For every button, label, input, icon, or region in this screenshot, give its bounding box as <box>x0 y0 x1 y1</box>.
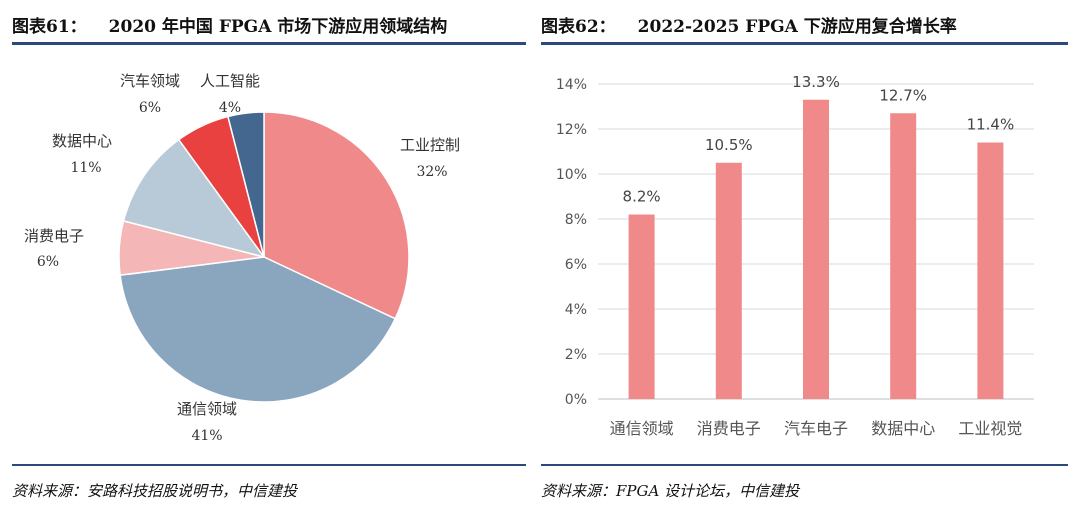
pie-label-slice-1: 通信领域 <box>177 400 237 418</box>
x-category-label: 通信领域 <box>610 419 674 438</box>
pie-value-slice-3: 11% <box>70 160 101 176</box>
pie-panel: 图表61： 2020 年中国 FPGA 市场下游应用领域结构 工业控制 32% 通信领… <box>12 0 526 510</box>
pie-title: 图表61： 2020 年中国 FPGA 市场下游应用领域结构 <box>12 12 526 37</box>
bar-data-label: 8.2% <box>623 188 661 206</box>
bar-panel: 图表62： 2022-2025 FPGA 下游应用复合增长率 0% 2% 4% 6% 8%… <box>541 0 1068 510</box>
pie-label-slice-3: 数据中心 <box>52 132 112 150</box>
bar-0 <box>628 214 655 399</box>
pie-slice-0 <box>263 111 410 320</box>
y-tick-label: 4% <box>565 302 587 318</box>
pie-bottom-rule <box>12 464 526 466</box>
pie-chart: 工业控制 32% 通信领域 41% 消费电子 6% 数据中心 11% 汽车领域 6% 人工智能 4% <box>24 72 460 444</box>
bar-title: 图表62： 2022-2025 FPGA 下游应用复合增长率 <box>541 12 1068 37</box>
bar-3 <box>890 113 917 399</box>
bar-data-label: 11.4% <box>967 116 1015 134</box>
y-tick-label: 6% <box>565 257 587 273</box>
pie-source: 资料来源：安路科技招股说明书，中信建投 <box>12 482 298 500</box>
pie-top-rule <box>12 42 526 45</box>
y-tick-label: 14% <box>556 77 587 93</box>
bar-title-prefix: 图表62： <box>541 17 616 37</box>
pie-value-slice-2: 6% <box>37 254 59 270</box>
pie-value-slice-1: 41% <box>191 428 222 444</box>
bar-data-label: 10.5% <box>705 136 753 154</box>
bar-source: 资料来源：FPGA 设计论坛，中信建投 <box>541 482 800 500</box>
pie-label-slice-2: 消费电子 <box>24 227 84 245</box>
pie-label-slice-4: 汽车领域 <box>120 72 180 90</box>
bar-bottom-rule <box>541 464 1068 466</box>
bar-4 <box>977 142 1004 399</box>
bar-data-label: 12.7% <box>879 86 927 104</box>
bar-title-text: 2022-2025 FPGA 下游应用复合增长率 <box>637 17 957 37</box>
x-category-label: 汽车电子 <box>784 419 848 438</box>
pie-slice-1 <box>119 256 397 403</box>
pie-value-slice-4: 6% <box>139 100 161 116</box>
y-tick-label: 10% <box>556 167 587 183</box>
y-tick-label: 2% <box>565 347 587 363</box>
pie-slice-3 <box>122 138 266 259</box>
y-tick-label: 0% <box>565 392 587 408</box>
y-tick-label: 8% <box>565 212 587 228</box>
pie-value-slice-5: 4% <box>219 100 241 116</box>
bar-chart: 0% 2% 4% 6% 8% 10% 12% 14% 8.2% 通信领域 10.5% 消费电子 13.3… <box>556 73 1034 438</box>
pie-title-text: 2020 年中国 FPGA 市场下游应用领域结构 <box>108 17 448 37</box>
y-tick-label: 12% <box>556 122 587 138</box>
pie-label-slice-5: 人工智能 <box>200 72 260 90</box>
bar-2 <box>803 99 829 399</box>
x-category-label: 数据中心 <box>871 419 935 438</box>
pie-value-slice-0: 32% <box>416 164 447 180</box>
pie-title-prefix: 图表61： <box>12 17 87 37</box>
bar-top-rule <box>541 42 1068 45</box>
pie-slice-5 <box>227 111 265 258</box>
x-category-label: 消费电子 <box>697 419 761 438</box>
x-category-label: 工业视觉 <box>958 419 1022 438</box>
pie-label-slice-0: 工业控制 <box>400 136 460 154</box>
bar-1 <box>715 162 742 399</box>
bar-data-label: 13.3% <box>792 73 840 91</box>
